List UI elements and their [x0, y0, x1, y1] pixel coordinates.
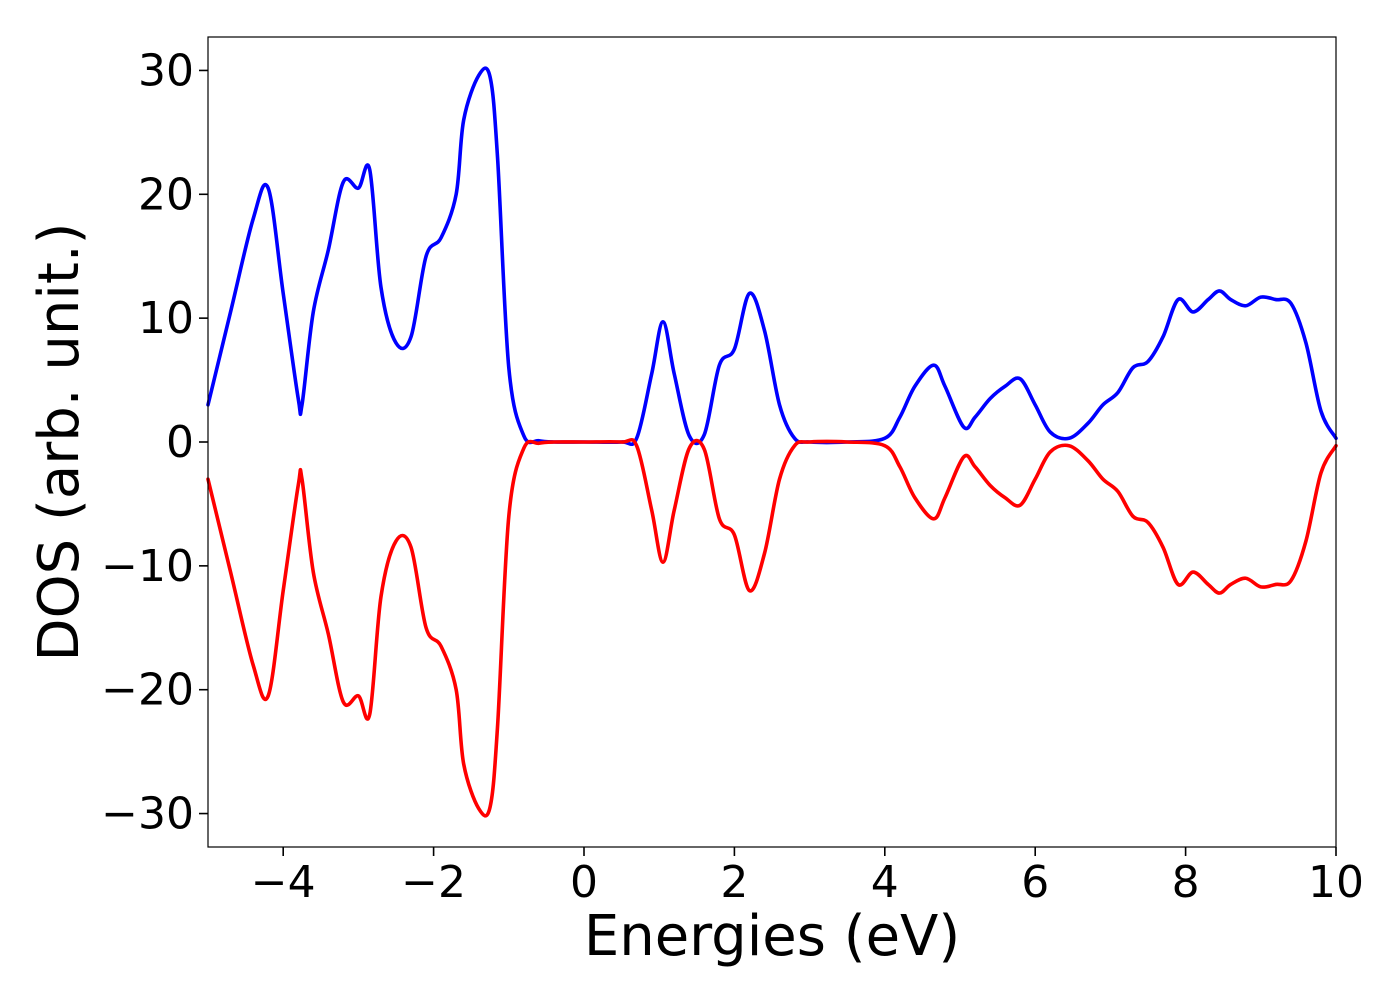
y-axis-label: DOS (arb. unit.) [27, 222, 92, 661]
x-tick-label: −2 [401, 857, 466, 908]
x-axis-label: Energies (eV) [584, 904, 960, 969]
x-tick-label: 0 [570, 857, 598, 908]
x-tick-label: 8 [1172, 857, 1200, 908]
y-tick-label: 0 [166, 417, 194, 468]
plot-frame [207, 36, 1337, 848]
x-tick-label: 10 [1308, 857, 1364, 908]
y-axis: 30 20 10 0 −10 −20 −30 [101, 45, 208, 840]
x-tick-label: −4 [251, 857, 316, 908]
y-tick-label: 30 [138, 45, 194, 96]
y-tick-label: −10 [101, 541, 194, 592]
series-line-spin-up [206, 66, 1338, 447]
y-tick-label: 20 [138, 169, 194, 220]
x-tick-label: 2 [720, 857, 748, 908]
series-layer [206, 66, 1338, 818]
x-tick-label: 4 [871, 857, 899, 908]
x-tick-label: 6 [1021, 857, 1049, 908]
x-axis: −4 −2 0 2 4 6 8 10 [251, 847, 1364, 908]
y-tick-label: −30 [101, 789, 194, 840]
series-line-spin-down [206, 437, 1338, 818]
y-tick-label: 10 [138, 293, 194, 344]
y-tick-label: −20 [101, 665, 194, 716]
